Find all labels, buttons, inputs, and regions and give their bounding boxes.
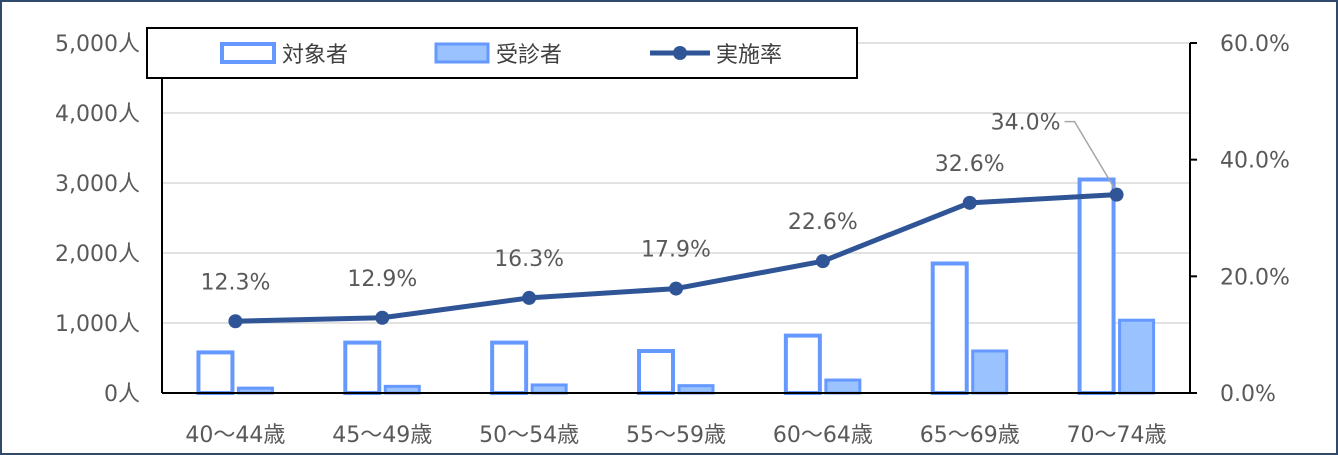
- legend: 対象者 受診者 実施率: [146, 27, 858, 79]
- legend-label-examinee: 受診者: [496, 43, 562, 68]
- bar-examinee: [530, 383, 568, 395]
- bar-target: [196, 350, 235, 395]
- rate-point: [962, 195, 977, 210]
- y-right-tick-label: 40.0%: [1220, 149, 1290, 174]
- rate-data-label: 34.0%: [991, 111, 1061, 136]
- bar-target: [783, 333, 822, 396]
- rate-point: [1109, 187, 1124, 202]
- bar-target: [930, 261, 969, 395]
- y-left-tick-label: 4,000人: [55, 102, 140, 127]
- x-tick-label: 65～69歳: [920, 423, 1020, 448]
- y-right-tick-label: 60.0%: [1220, 32, 1290, 57]
- y-left-tick-label: 2,000人: [55, 242, 140, 267]
- bar-target: [1077, 177, 1116, 395]
- y-left-tick-label: 5,000人: [55, 32, 140, 57]
- bar-examinee: [824, 378, 862, 395]
- axes: 0人 1,000人 2,000人 3,000人 4,000人 5,000人 0.0% 20.0…: [55, 32, 1290, 448]
- rate-point: [228, 314, 243, 329]
- bar-examinee: [1118, 318, 1156, 395]
- bar-target: [637, 349, 675, 395]
- rate-line-series: [228, 187, 1124, 329]
- rate-point: [815, 254, 830, 269]
- x-tick-label: 55～59歳: [626, 423, 726, 448]
- legend-swatch-examinee: [434, 42, 490, 64]
- y-right-tick-label: 20.0%: [1220, 265, 1290, 290]
- rate-data-label: 16.3%: [494, 247, 564, 272]
- bar-series: [196, 177, 1156, 396]
- x-tick-label: 70～74歳: [1067, 423, 1167, 448]
- legend-swatch-rate-marker: [673, 46, 687, 60]
- bar-examinee: [971, 349, 1009, 395]
- rate-point: [375, 310, 390, 325]
- y-right-tick-label: 0.0%: [1220, 382, 1276, 407]
- x-tick-label: 50～54歳: [479, 423, 579, 448]
- x-tick-label: 45～49歳: [332, 423, 432, 448]
- data-labels: 12.3% 12.9% 16.3% 17.9% 22.6% 32.6% 34.0%: [200, 111, 1116, 295]
- y-left-tick-label: 3,000人: [55, 172, 140, 197]
- x-tick-label: 40～44歳: [185, 423, 285, 448]
- x-tick-label: 60～64歳: [773, 423, 873, 448]
- rate-point: [669, 281, 683, 296]
- rate-data-label: 12.9%: [347, 267, 417, 292]
- rate-data-label: 32.6%: [935, 152, 1005, 177]
- bar-examinee: [677, 384, 715, 395]
- leader-line: [1064, 120, 1116, 190]
- bar-target: [343, 340, 382, 396]
- y-left-tick-label: 0人: [104, 382, 140, 407]
- rate-data-label: 22.6%: [788, 210, 858, 235]
- rate-data-label: 17.9%: [641, 238, 711, 263]
- legend-swatch-target: [220, 42, 276, 64]
- rate-point: [522, 290, 537, 305]
- rate-data-label: 12.3%: [200, 270, 270, 295]
- bar-target: [490, 340, 529, 396]
- y-left-tick-label: 1,000人: [55, 312, 140, 337]
- legend-label-rate: 実施率: [716, 43, 782, 68]
- legend-label-target: 対象者: [282, 43, 348, 68]
